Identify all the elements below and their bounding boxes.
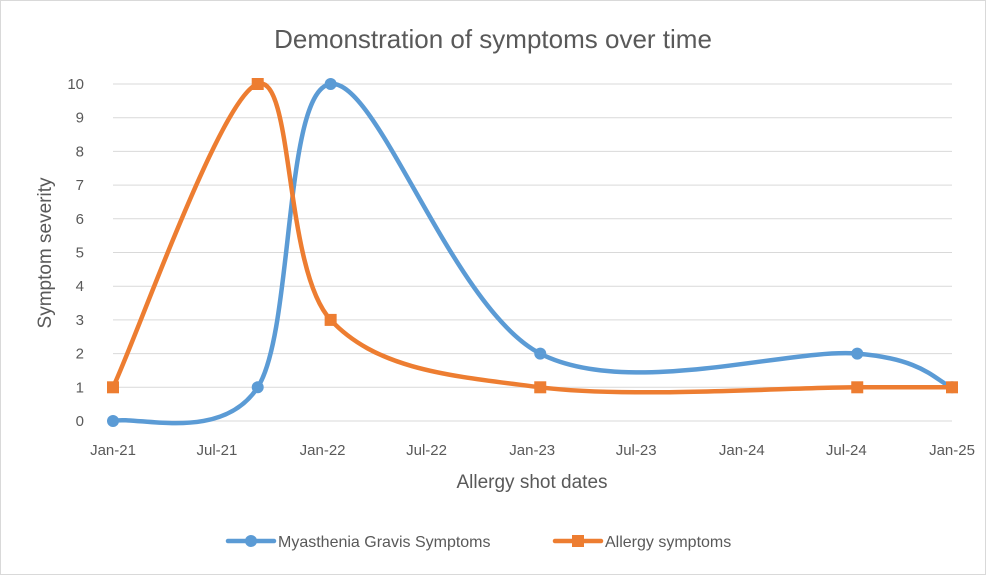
gridlines (113, 83, 952, 422)
data-point (107, 381, 119, 394)
series-line-2 (110, 81, 955, 395)
data-point (324, 313, 337, 326)
data-point (251, 78, 264, 90)
data-point (534, 381, 547, 394)
legend-label: Allergy symptoms (605, 534, 731, 551)
y-tick-label: 4 (76, 278, 84, 295)
x-axis-ticks: Jan-21 Jul-21 Jan-22 Jul-22 Jan-23 Jul-23 Jan-… (90, 442, 975, 459)
data-point (251, 381, 264, 394)
y-tick-label: 5 (76, 245, 84, 262)
chart-title: Demonstration of symptoms over time (274, 24, 712, 54)
x-tick-label: Jan-23 (509, 442, 555, 459)
y-tick-label: 2 (76, 346, 84, 363)
data-point (107, 415, 119, 427)
series-lines (110, 81, 955, 426)
x-tick-label: Jul-23 (616, 442, 657, 459)
y-tick-label: 1 (76, 379, 84, 396)
y-axis-ticks: 0 1 2 3 4 5 6 7 8 9 10 (67, 76, 84, 430)
x-tick-label: Jul-21 (197, 442, 238, 459)
x-tick-label: Jan-21 (90, 442, 136, 459)
x-tick-label: Jan-25 (929, 442, 975, 459)
y-tick-label: 7 (76, 177, 84, 194)
data-point (946, 381, 958, 394)
y-axis-title: Symptom severity (35, 177, 56, 328)
legend-marker (572, 535, 584, 547)
y-tick-label: 9 (76, 110, 84, 127)
series-line-1 (110, 81, 955, 426)
x-tick-label: Jul-22 (406, 442, 447, 459)
x-tick-label: Jul-24 (826, 442, 867, 459)
y-tick-label: 0 (76, 413, 84, 430)
data-point (851, 381, 864, 394)
legend-marker (245, 535, 257, 547)
y-tick-label: 6 (76, 211, 84, 228)
data-point (324, 78, 337, 90)
series-markers (107, 78, 958, 427)
x-tick-label: Jan-22 (300, 442, 346, 459)
x-axis-title: Allergy shot dates (456, 472, 607, 493)
data-point (534, 347, 547, 360)
legend: Myasthenia Gravis Symptoms Allergy sympto… (225, 534, 731, 551)
y-tick-label: 10 (67, 76, 84, 93)
x-tick-label: Jan-24 (719, 442, 765, 459)
data-point (851, 347, 864, 360)
legend-label: Myasthenia Gravis Symptoms (278, 534, 491, 551)
y-tick-label: 8 (76, 143, 84, 160)
y-tick-label: 3 (76, 312, 84, 329)
